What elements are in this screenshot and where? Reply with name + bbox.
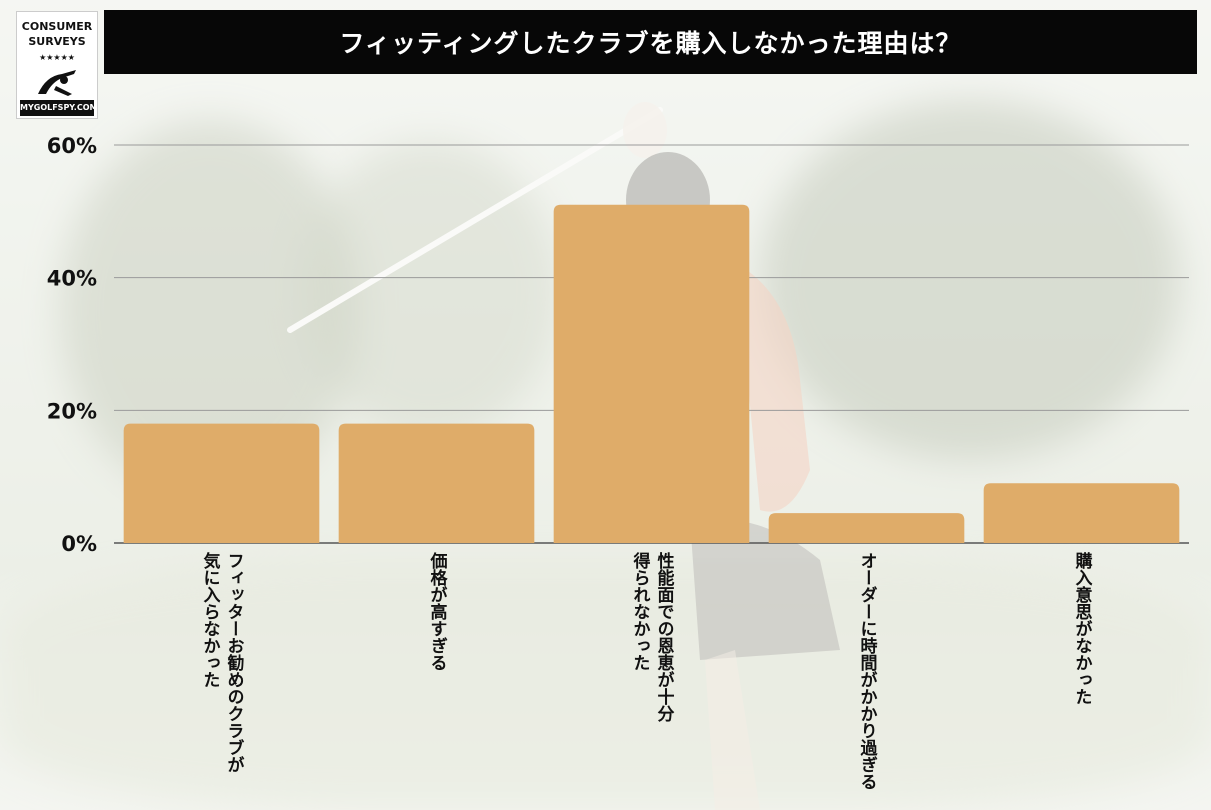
x-tick-label: 性能面での恩恵が十分 得られなかった [629,552,674,722]
golfer-logo-icon [38,70,76,96]
bar [768,513,965,543]
bar [338,423,535,543]
logo-line2: SURVEYS [28,35,86,48]
logo-stars: ★★★★★ [39,53,75,62]
bar [553,204,750,543]
y-tick-label: 20% [47,399,97,423]
logo-line1: CONSUMER [21,20,93,33]
consumer-surveys-logo: CONSUMER SURVEYS ★★★★★ MYGOLFSPY.COM [16,11,98,119]
y-tick-label: 60% [47,134,97,158]
bar [123,423,320,543]
y-tick-label: 0% [61,532,97,556]
title-bar: フィッティングしたクラブを購入しなかった理由は？ [104,10,1197,74]
x-tick-label: オーダーに時間がかかり過ぎる [856,552,877,790]
x-tick-label: フィッターお勧めのクラブが 気に入らなかった [199,552,244,773]
x-tick-label: 価格が高すぎる [426,552,447,671]
y-tick-label: 40% [47,267,97,291]
chart-title: フィッティングしたクラブを購入しなかった理由は？ [339,29,962,58]
logo-site: MYGOLFSPY.COM [20,100,97,116]
bar [983,483,1180,543]
x-tick-label: 購入意思がなかった [1071,552,1092,705]
